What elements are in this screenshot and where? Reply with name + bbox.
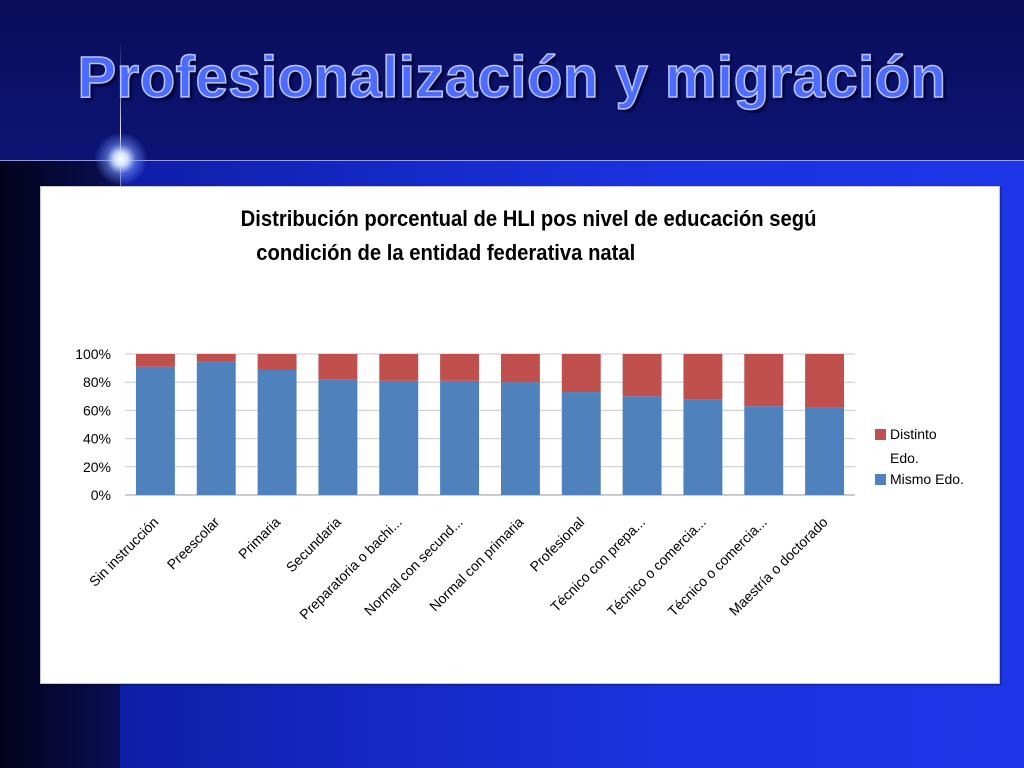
bar-mismo-edo (379, 380, 419, 495)
x-tick-label: Secundaria (283, 514, 345, 576)
x-tick-label: Técnico o comercia... (604, 514, 709, 619)
y-tick-label: 100% (75, 346, 111, 362)
bar-mismo-edo (744, 406, 784, 495)
chart-container: Distribución porcentual de HLI pos nivel… (40, 186, 1000, 684)
chart-title-line-1: Distribución porcentual de HLI pos nivel… (240, 206, 817, 231)
chart-title-line-2: condición de la entidad federativa natal (256, 240, 636, 265)
bar-mismo-edo (135, 366, 175, 495)
bar-distinto-edo (196, 354, 236, 362)
bar-distinto-edo (379, 354, 419, 381)
legend-swatch-mismo (875, 474, 886, 485)
title-band (0, 0, 1024, 160)
bar-mismo-edo (440, 380, 480, 495)
legend-label: Mismo Edo. (890, 471, 964, 487)
bar-distinto-edo (683, 354, 723, 400)
bar-mismo-edo (683, 399, 723, 495)
x-tick-label: Profesional (527, 514, 588, 575)
bar-distinto-edo (622, 354, 662, 397)
bar-distinto-edo (257, 354, 297, 370)
bar-mismo-edo (196, 361, 236, 495)
horizontal-rule (0, 160, 1024, 161)
x-tick-label: Técnico o comercia... (664, 514, 769, 619)
bar-distinto-edo (318, 354, 358, 380)
y-tick-label: 60% (83, 402, 111, 418)
stacked-bar-chart: 0% 20% 40% 60% 80% 100% Sin instrucción Preesco… (75, 346, 964, 623)
legend-swatch-distinto (875, 429, 886, 440)
bar-mismo-edo (500, 382, 540, 495)
bar-mismo-edo (622, 396, 662, 495)
x-tick-label: Sin instrucción (86, 514, 162, 590)
legend-label: Distinto (890, 426, 937, 442)
y-tick-label: 40% (83, 431, 111, 447)
chart-title-area: Distribución porcentual de HLI pos nivel… (41, 202, 855, 272)
bar-distinto-edo (500, 354, 540, 383)
bar-mismo-edo (805, 407, 845, 495)
slide-title: Profesionalización y migración (77, 44, 947, 111)
bar-distinto-edo (744, 354, 784, 407)
bar-distinto-edo (561, 354, 601, 393)
lens-flare-icon (95, 133, 147, 185)
bar-mismo-edo (257, 369, 297, 495)
x-tick-label: Preescolar (164, 514, 223, 573)
bar-distinto-edo (135, 354, 175, 367)
bar-distinto-edo (440, 354, 480, 381)
legend-label: Edo. (890, 450, 919, 466)
chart-title: Distribución porcentual de HLI pos nivel… (41, 202, 855, 270)
x-tick-label: Primaria (235, 514, 283, 562)
y-tick-label: 20% (83, 459, 111, 475)
bar-mismo-edo (561, 392, 601, 495)
bar-distinto-edo (805, 354, 845, 408)
y-tick-label: 80% (83, 374, 111, 390)
x-tick-label: Preparatoria o bachi... (296, 514, 405, 623)
bar-mismo-edo (318, 379, 358, 495)
y-tick-label: 0% (91, 487, 111, 503)
